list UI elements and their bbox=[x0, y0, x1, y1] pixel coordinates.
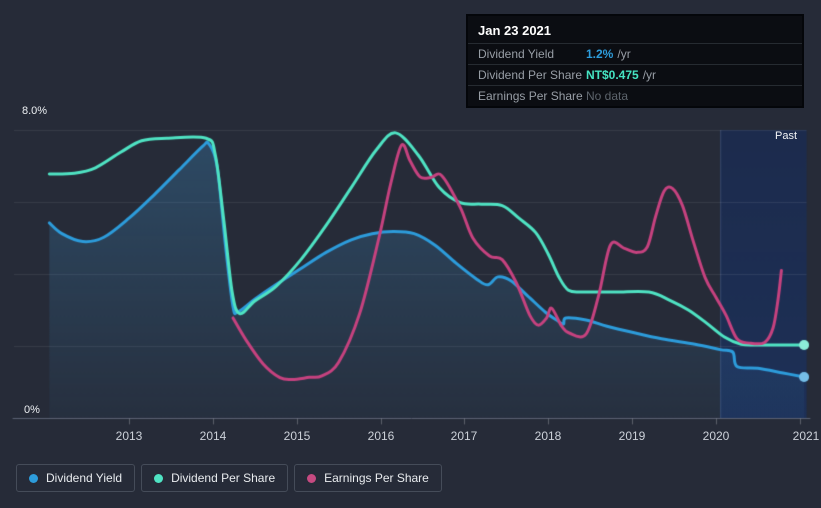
legend-item-dividend-yield[interactable]: Dividend Yield bbox=[16, 464, 136, 492]
x-axis-label-2019: 2019 bbox=[618, 429, 646, 443]
legend-item-earnings-per-share[interactable]: Earnings Per Share bbox=[294, 464, 442, 492]
legend-label: Dividend Per Share bbox=[171, 471, 276, 485]
dividend-per-share-dot-icon bbox=[154, 473, 164, 483]
y-axis-label-max: 8.0% bbox=[22, 105, 48, 117]
tooltip-label: Dividend Per Share bbox=[478, 68, 583, 82]
past-label: Past bbox=[774, 130, 797, 142]
tooltip-row-dividend-yield: Dividend Yield 1.2% /yr bbox=[468, 43, 802, 64]
tooltip-value: 1.2% bbox=[586, 47, 614, 61]
tooltip-label: Dividend Yield bbox=[478, 47, 555, 61]
tooltip-date: Jan 23 2021 bbox=[478, 23, 552, 38]
dividend-yield-dot-icon bbox=[29, 473, 38, 483]
legend-label: Dividend Yield bbox=[46, 471, 123, 485]
tooltip-value: NT$0.475 bbox=[586, 68, 639, 82]
tooltip-row-dividend-per-share: Dividend Per Share NT$0.475 /yr bbox=[468, 64, 802, 85]
tooltip-label: Earnings Per Share bbox=[478, 89, 583, 103]
y-axis-label-min: 0% bbox=[24, 404, 40, 416]
tooltip-row-earnings-per-share: Earnings Per Share No data bbox=[468, 85, 802, 106]
legend: Dividend Yield Dividend Per Share Earnin… bbox=[16, 464, 442, 492]
tooltip: Jan 23 2021 Dividend Yield 1.2% /yr Divi… bbox=[466, 14, 804, 108]
x-axis-label-2020: 2020 bbox=[702, 429, 730, 443]
legend-label: Earnings Per Share bbox=[324, 471, 429, 485]
x-axis-label-2018: 2018 bbox=[534, 429, 562, 443]
x-axis-label-2014: 2014 bbox=[199, 429, 227, 443]
tooltip-value: No data bbox=[586, 89, 629, 103]
x-axis-label-2015: 2015 bbox=[283, 429, 311, 443]
tooltip-suffix: /yr bbox=[617, 47, 631, 61]
x-axis-label-2016: 2016 bbox=[367, 429, 395, 443]
legend-item-dividend-per-share[interactable]: Dividend Per Share bbox=[141, 464, 289, 492]
x-axis-label-2021: 2021 bbox=[792, 429, 820, 443]
earnings-per-share-dot-icon bbox=[307, 473, 317, 483]
tooltip-suffix: /yr bbox=[642, 68, 657, 82]
x-axis-label-2017: 2017 bbox=[450, 429, 478, 443]
x-axis-label-2013: 2013 bbox=[115, 429, 143, 443]
